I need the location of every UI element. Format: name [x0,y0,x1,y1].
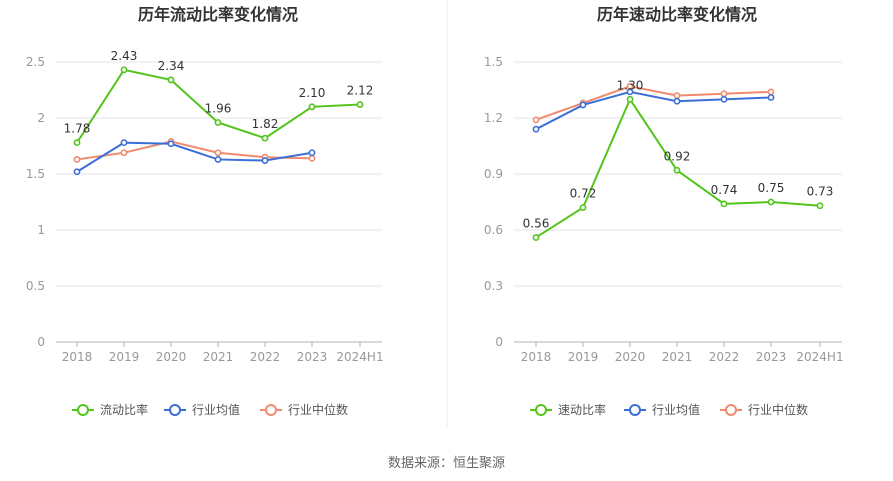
legend-marker [169,404,181,416]
data-point [73,156,81,163]
data-point [626,95,634,103]
y-tick-label: 2.5 [26,55,45,69]
data-point [167,140,175,148]
y-tick-label: 0 [495,335,503,349]
y-tick-label: 1 [37,223,45,237]
legend-marker [535,404,547,416]
data-point [261,157,269,164]
legend-label: 行业中位数 [288,402,348,417]
x-tick-label: 2022 [250,350,281,364]
data-label: 1.78 [64,122,91,136]
data-label: 2.43 [111,49,138,63]
data-label: 1.96 [205,101,232,115]
data-label: 2.10 [299,86,326,100]
data-point [120,139,128,147]
data-point [356,101,364,108]
data-point [73,139,81,147]
data-label: 0.73 [807,185,834,199]
data-point [73,168,81,176]
data-point [214,119,222,126]
legend-marker [725,404,737,416]
data-point [120,149,128,157]
y-tick-label: 1.5 [26,167,45,181]
data-point [626,88,634,96]
legend-label: 速动比率 [558,402,606,417]
series-line [76,140,313,161]
data-point [720,200,728,208]
x-tick-label: 2019 [568,350,599,364]
data-point [214,156,222,163]
data-label: 1.82 [252,117,279,131]
x-tick-label: 2024H1 [336,350,383,364]
legend-label: 行业均值 [192,402,240,417]
data-point [767,198,775,206]
y-tick-label: 1.2 [484,111,503,125]
series-line [76,141,313,173]
quick-ratio-chart: 历年速动比率变化情况 0 0.3 0.6 0.9 1.2 1.5 2018 2019 2020 20… [484,5,844,417]
legend-marker [265,404,277,416]
data-point [261,134,269,142]
x-tick-label: 2019 [109,350,140,364]
x-tick-label: 2020 [615,350,646,364]
data-point [532,116,540,124]
data-label: 0.92 [664,149,691,163]
data-point [767,88,775,96]
data-point [579,204,587,211]
data-point [673,166,681,174]
data-point [579,101,587,109]
x-tick-label: 2021 [203,350,234,364]
chart-title: 历年速动比率变化情况 [597,5,757,24]
data-point [767,94,775,101]
legend-label: 行业中位数 [748,402,808,417]
data-label: 2.12 [347,84,374,98]
data-point [214,149,222,157]
y-tick-label: 0.3 [484,279,503,293]
series-line [535,90,772,131]
data-point [720,90,728,98]
x-tick-label: 2024H1 [796,350,843,364]
data-point [308,103,316,111]
y-tick-label: 2 [37,111,45,125]
data-point [720,95,728,103]
data-point [816,202,824,210]
data-point [532,234,540,241]
data-source-note: 数据来源：恒生聚源 [387,456,505,471]
data-point [167,76,175,84]
x-tick-label: 2023 [756,350,787,364]
x-tick-label: 2018 [521,350,552,364]
data-point [308,154,316,162]
x-tick-label: 2020 [156,350,187,364]
data-label: 1.30 [617,78,644,92]
y-tick-label: 0 [37,335,45,349]
legend-marker [77,404,89,416]
series-line [535,85,772,121]
data-label: 0.56 [523,216,550,230]
data-point [673,92,681,99]
x-tick-label: 2021 [662,350,693,364]
current-ratio-chart: 历年流动比率变化情况 0 0.5 1 1.5 2 2.5 2018 2019 2020 2021 20… [26,5,384,417]
x-tick-label: 2023 [297,350,328,364]
x-tick-label: 2022 [709,350,740,364]
data-point [308,149,316,157]
x-tick-label: 2018 [62,350,93,364]
data-point [532,125,540,133]
chart-title: 历年流动比率变化情况 [138,5,298,24]
data-point [673,97,681,105]
legend-label: 流动比率 [100,402,148,417]
data-label: 0.72 [570,187,597,201]
y-tick-label: 1.5 [484,55,503,69]
data-label: 0.74 [711,183,738,197]
data-label: 0.75 [758,181,785,195]
y-tick-label: 0.5 [26,279,45,293]
y-tick-label: 0.6 [484,223,503,237]
data-label: 2.34 [158,59,185,73]
legend-marker [629,404,641,416]
y-tick-label: 0.9 [484,167,503,181]
data-point [120,66,128,74]
legend-label: 行业均值 [652,402,700,417]
